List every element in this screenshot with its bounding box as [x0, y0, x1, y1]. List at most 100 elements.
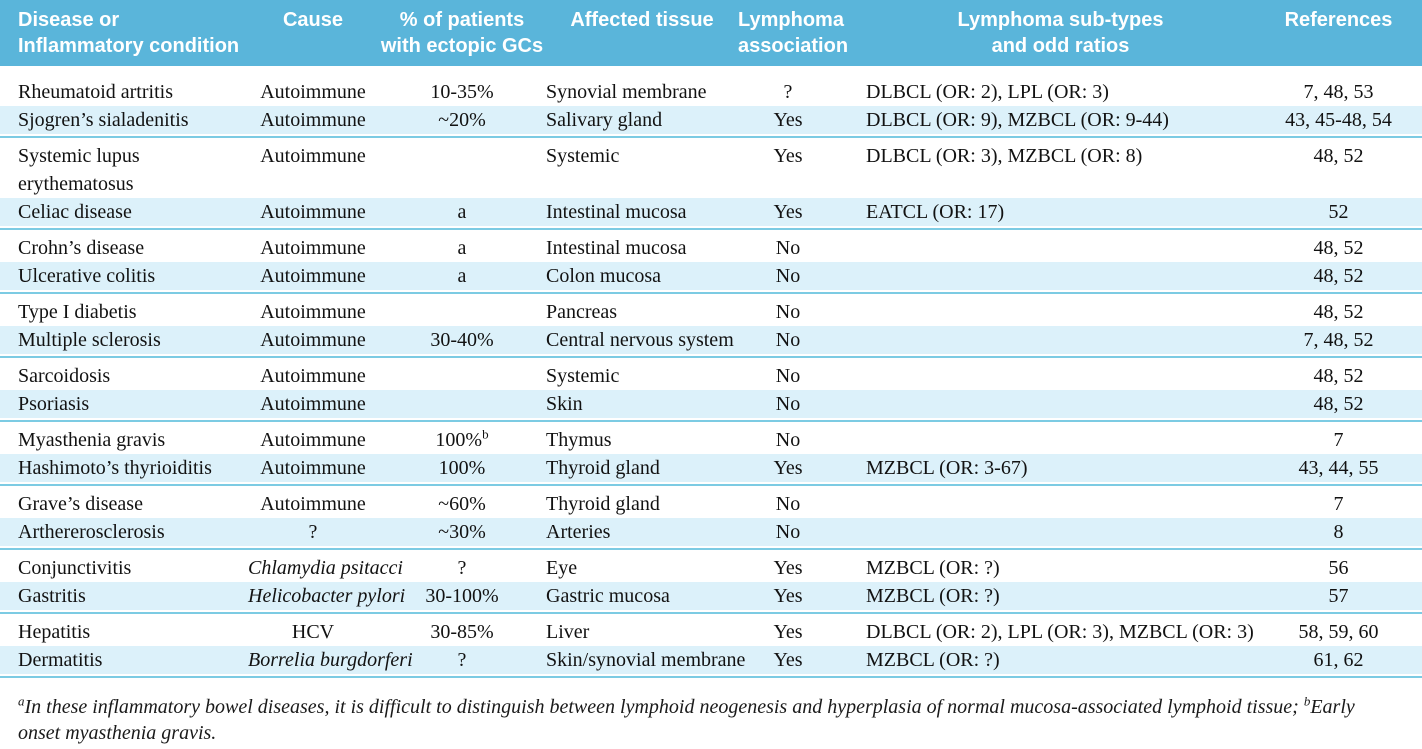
cell-affected-tissue: Gastric mucosa — [546, 585, 670, 607]
cell-affected-tissue: Systemic — [546, 365, 620, 387]
cell-cause: Autoimmune — [260, 329, 366, 351]
cell-pct-ectopic-gcs: ? — [457, 649, 467, 671]
cell-references: 61, 62 — [1313, 649, 1364, 671]
cell-references: 57 — [1328, 585, 1349, 607]
cell-lymphoma-association: No — [775, 237, 801, 259]
cell-references: 48, 52 — [1313, 393, 1364, 415]
cell-lymphoma-subtypes: MZBCL (OR: 3-67) — [866, 457, 1028, 479]
cell-disease: Celiac disease — [18, 201, 132, 223]
row-group: Conjunctivitis Chlamydia psitacci ? Eye … — [0, 554, 1422, 614]
cell-references: 48, 52 — [1313, 365, 1364, 387]
cell-references: 48, 52 — [1313, 301, 1364, 323]
footnote-marker-a: a — [18, 693, 25, 709]
cell-cause: Autoimmune — [260, 81, 366, 103]
column-header-subtypes-line2: and odd ratios — [991, 35, 1130, 57]
cell-lymphoma-association: Yes — [773, 145, 803, 167]
cell-affected-tissue: Central nervous system — [546, 329, 734, 351]
column-header-disease-line2: Inflammatory condition — [18, 35, 240, 57]
row-group: Grave’s disease Autoimmune ~60% Thyroid … — [0, 490, 1422, 550]
cell-pct-ectopic-gcs: 30-100% — [425, 585, 499, 607]
cell-lymphoma-association: Yes — [773, 649, 803, 671]
cell-pct-ectopic-gcs: a — [457, 237, 467, 259]
cell-affected-tissue: Synovial membrane — [546, 81, 707, 103]
table-footnote: aIn these inflammatory bowel diseases, i… — [18, 694, 1400, 746]
cell-affected-tissue: Pancreas — [546, 301, 618, 323]
cell-pct-ectopic-gcs: ? — [457, 557, 467, 579]
cell-references: 43, 44, 55 — [1298, 457, 1379, 479]
column-header-pct-line1: % of patients — [399, 9, 525, 31]
cell-disease: Hepatitis — [18, 621, 91, 643]
table-row: Grave’s disease Autoimmune ~60% Thyroid … — [0, 490, 1422, 518]
cell-references: 58, 59, 60 — [1298, 621, 1379, 643]
column-header-association-line2: association — [738, 35, 849, 57]
cell-affected-tissue: Skin/synovial membrane — [546, 649, 746, 671]
cell-lymphoma-association: Yes — [773, 201, 803, 223]
cell-pct-ectopic-gcs: a — [457, 265, 467, 287]
cell-references: 48, 52 — [1313, 265, 1364, 287]
cell-cause: Autoimmune — [260, 265, 366, 287]
footnote-text-b: Early onset myasthenia gravis. — [18, 696, 1355, 744]
footnote-reference-sup: b — [482, 426, 489, 442]
cell-pct-ectopic-gcs: 100% — [438, 457, 486, 479]
cell-references: 7 — [1333, 493, 1344, 515]
column-header-cause-line1: Cause — [282, 9, 344, 31]
table-row: Arthererosclerosis ? ~30% Arteries No 8 — [0, 518, 1422, 546]
cell-lymphoma-association: No — [775, 493, 801, 515]
cell-references: 48, 52 — [1313, 145, 1364, 167]
cell-lymphoma-subtypes: MZBCL (OR: ?) — [866, 649, 1000, 671]
column-header-association-line1: Lymphoma — [738, 9, 844, 31]
column-header-tissue-line1: Affected tissue — [570, 9, 714, 31]
cell-disease: Arthererosclerosis — [18, 521, 165, 543]
cell-lymphoma-association: No — [775, 265, 801, 287]
cell-cause: HCV — [291, 621, 335, 643]
cell-affected-tissue: Liver — [546, 621, 590, 643]
cell-cause: Autoimmune — [260, 429, 366, 451]
column-header-lymphoma-association: Lymphoma association — [738, 7, 849, 59]
cell-lymphoma-association: No — [775, 393, 801, 415]
table-header-row: Disease or Inflammatory condition Cause … — [0, 0, 1422, 66]
cell-pct-ectopic-gcs: a — [457, 201, 467, 223]
cell-references: 7 — [1333, 429, 1344, 451]
cell-cause: Chlamydia psitacci — [248, 557, 403, 579]
cell-disease: Rheumatoid artritis — [18, 81, 173, 103]
table-row: Crohn’s disease Autoimmune a Intestinal … — [0, 234, 1422, 262]
table-row: Gastritis Helicobacter pylori 30-100% Ga… — [0, 582, 1422, 610]
column-header-lymphoma-subtypes: Lymphoma sub-types and odd ratios — [838, 7, 1255, 59]
cell-cause: Helicobacter pylori — [248, 585, 406, 607]
cell-cause: Autoimmune — [260, 237, 366, 259]
row-group: Systemic lupus erythematosus Autoimmune … — [0, 142, 1422, 230]
table-row: Sarcoidosis Autoimmune Systemic No 48, 5… — [0, 362, 1422, 390]
table-row: Hashimoto’s thyrioiditis Autoimmune 100%… — [0, 454, 1422, 482]
table-row: Celiac disease Autoimmune a Intestinal m… — [0, 198, 1422, 226]
cell-references: 8 — [1333, 521, 1344, 543]
cell-lymphoma-association: Yes — [773, 621, 803, 643]
table-row: Systemic lupus erythematosus Autoimmune … — [0, 142, 1422, 198]
cell-cause: Autoimmune — [260, 457, 366, 479]
row-group: Sarcoidosis Autoimmune Systemic No 48, 5… — [0, 362, 1422, 422]
cell-disease: Sarcoidosis — [18, 365, 111, 387]
cell-lymphoma-association: No — [775, 429, 801, 451]
cell-cause: ? — [308, 521, 318, 543]
cell-lymphoma-association: No — [775, 521, 801, 543]
cell-cause: Autoimmune — [260, 201, 366, 223]
cell-disease: Sjogren’s sialadenitis — [18, 109, 189, 131]
cell-cause: Autoimmune — [260, 493, 366, 515]
row-group: Type I diabetis Autoimmune Pancreas No 4… — [0, 298, 1422, 358]
table-row: Type I diabetis Autoimmune Pancreas No 4… — [0, 298, 1422, 326]
cell-pct-ectopic-gcs: 30-85% — [430, 621, 494, 643]
cell-lymphoma-association: Yes — [773, 457, 803, 479]
cell-references: 7, 48, 53 — [1303, 81, 1374, 103]
cell-lymphoma-subtypes: MZBCL (OR: ?) — [866, 585, 1000, 607]
cell-cause: Autoimmune — [260, 301, 366, 323]
cell-affected-tissue: Colon mucosa — [546, 265, 661, 287]
cell-lymphoma-subtypes: DLBCL (OR: 2), LPL (OR: 3), MZBCL (OR: 3… — [866, 621, 1254, 643]
cell-affected-tissue: Systemic — [546, 145, 620, 167]
cell-pct-ectopic-gcs: 100%b — [435, 426, 489, 451]
cell-lymphoma-subtypes: MZBCL (OR: ?) — [866, 557, 1000, 579]
column-header-pct-line2: with ectopic GCs — [380, 35, 544, 57]
table-row: Multiple sclerosis Autoimmune 30-40% Cen… — [0, 326, 1422, 354]
cell-lymphoma-association: No — [775, 365, 801, 387]
table-row: Conjunctivitis Chlamydia psitacci ? Eye … — [0, 554, 1422, 582]
column-header-disease-line1: Disease or — [18, 9, 120, 31]
cell-affected-tissue: Arteries — [546, 521, 611, 543]
